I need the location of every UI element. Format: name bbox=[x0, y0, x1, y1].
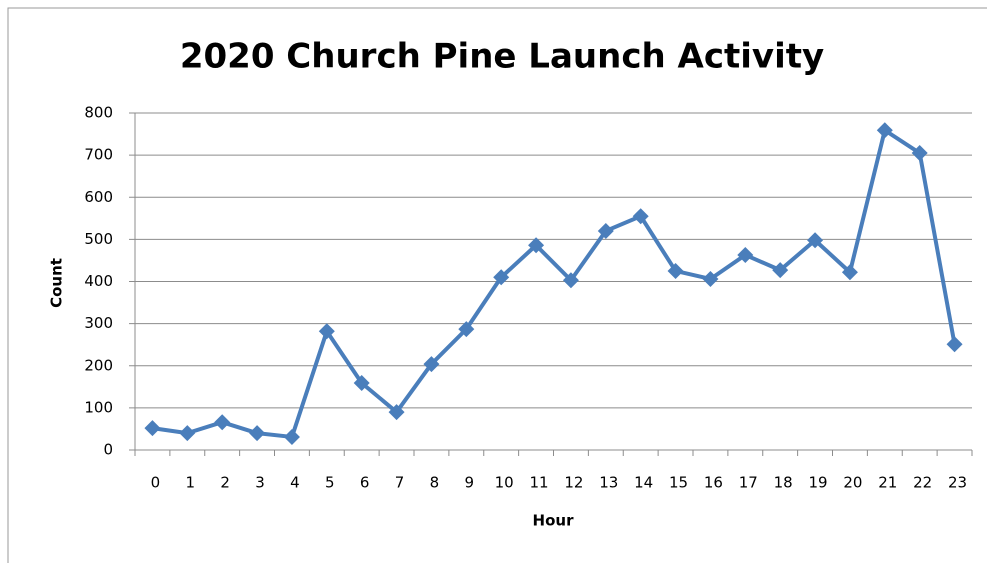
x-tick-label: 23 bbox=[948, 474, 967, 492]
data-point bbox=[911, 145, 928, 162]
data-point bbox=[423, 356, 440, 373]
data-point bbox=[667, 262, 684, 279]
data-point bbox=[493, 269, 510, 286]
x-tick-label: 13 bbox=[599, 474, 618, 492]
data-point bbox=[597, 222, 614, 239]
x-tick-label: 9 bbox=[465, 474, 475, 492]
data-point bbox=[458, 321, 475, 338]
x-tick-label: 14 bbox=[634, 474, 653, 492]
data-point bbox=[179, 425, 196, 442]
x-tick-label: 21 bbox=[878, 474, 897, 492]
data-point bbox=[807, 232, 824, 249]
data-point bbox=[283, 428, 300, 445]
x-axis-label: Hour bbox=[533, 512, 575, 530]
data-point bbox=[632, 208, 649, 225]
x-tick-label: 17 bbox=[739, 474, 758, 492]
x-tick-label: 20 bbox=[843, 474, 862, 492]
data-point bbox=[249, 425, 266, 442]
data-point bbox=[353, 375, 370, 392]
x-tick-label: 4 bbox=[290, 474, 300, 492]
data-point bbox=[528, 237, 545, 254]
data-point bbox=[841, 264, 858, 281]
y-tick-label: 600 bbox=[84, 188, 113, 206]
y-tick-label: 100 bbox=[84, 398, 113, 416]
x-tick-label: 10 bbox=[495, 474, 514, 492]
data-point bbox=[318, 323, 335, 340]
x-tick-label: 22 bbox=[913, 474, 932, 492]
data-point bbox=[876, 122, 893, 139]
x-tick-label: 5 bbox=[325, 474, 335, 492]
data-point bbox=[388, 404, 405, 421]
x-tick-label: 2 bbox=[220, 474, 230, 492]
y-tick-label: 500 bbox=[84, 230, 113, 248]
data-point bbox=[562, 272, 579, 289]
x-tick-label: 15 bbox=[669, 474, 688, 492]
data-point bbox=[737, 246, 754, 263]
x-tick-label: 11 bbox=[530, 474, 549, 492]
y-tick-label: 0 bbox=[103, 441, 113, 459]
x-tick-label: 3 bbox=[255, 474, 265, 492]
y-tick-label: 800 bbox=[84, 104, 113, 122]
x-tick-label: 7 bbox=[395, 474, 405, 492]
data-point bbox=[214, 414, 231, 431]
x-tick-label: 12 bbox=[564, 474, 583, 492]
data-point bbox=[772, 262, 789, 279]
y-tick-label: 700 bbox=[84, 146, 113, 164]
x-tick-label: 19 bbox=[809, 474, 828, 492]
x-tick-label: 18 bbox=[774, 474, 793, 492]
chart-title: 2020 Church Pine Launch Activity bbox=[180, 37, 824, 77]
y-tick-label: 400 bbox=[84, 272, 113, 290]
x-tick-label: 6 bbox=[360, 474, 370, 492]
x-tick-label: 16 bbox=[704, 474, 723, 492]
data-point bbox=[946, 336, 963, 353]
data-point bbox=[702, 270, 719, 287]
y-tick-label: 300 bbox=[84, 314, 113, 332]
x-tick-label: 0 bbox=[151, 474, 161, 492]
data-point bbox=[144, 420, 161, 437]
y-axis-label: Count bbox=[48, 258, 66, 308]
x-tick-label: 1 bbox=[186, 474, 196, 492]
x-tick-label: 8 bbox=[430, 474, 440, 492]
y-tick-label: 200 bbox=[84, 356, 113, 374]
